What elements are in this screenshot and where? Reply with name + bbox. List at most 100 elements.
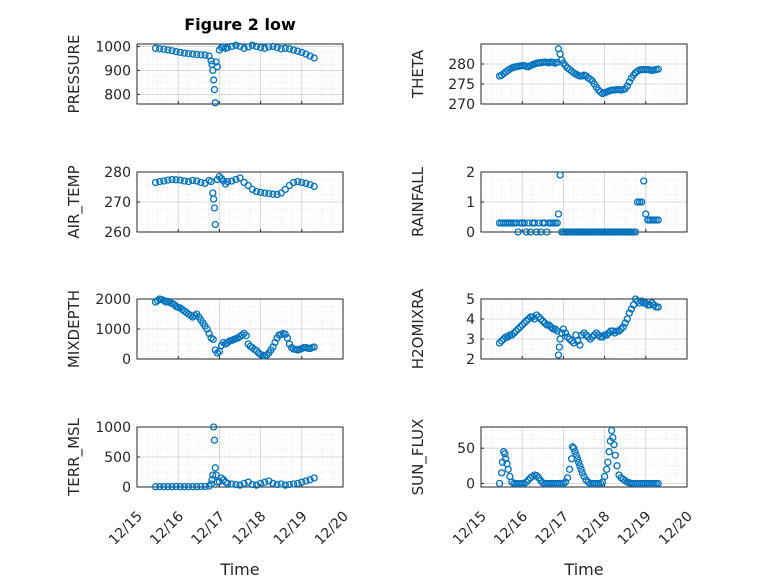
data-point <box>252 481 261 489</box>
x-tick-label: 12/16 <box>147 508 187 548</box>
y-axis-label: RAINFALL <box>409 166 427 237</box>
axes-sun-flux: 0 50 SUN_FLUX 12/15 12/16 12/17 12/18 12/19 12/2… <box>409 419 696 579</box>
axes-h2omixra: 2 3 4 5 H2OMIXRA <box>409 288 688 369</box>
data-point <box>582 331 590 339</box>
data-point <box>537 315 545 323</box>
data-point <box>209 471 217 479</box>
y-tick-label: 1000 <box>95 322 131 338</box>
axes-terr-msl: 0 500 1000 TERR_MSL 12/15 12/16 12/17 12/18 12/1… <box>65 417 352 579</box>
data-point <box>516 323 524 331</box>
data-point <box>500 335 508 343</box>
data-point <box>281 185 289 194</box>
data-point <box>294 47 302 55</box>
data-point <box>223 43 232 52</box>
data-point <box>522 478 530 486</box>
data-point <box>223 177 232 186</box>
data-series <box>495 426 662 488</box>
data-point <box>530 219 539 227</box>
data-point <box>556 171 564 179</box>
x-tick-label: 12/18 <box>574 509 614 549</box>
axes-frame <box>480 426 688 488</box>
data-point <box>252 42 261 51</box>
data-point <box>586 335 594 343</box>
axes-frame <box>480 298 688 360</box>
data-point <box>168 175 176 184</box>
data-point <box>504 465 512 474</box>
data-point <box>600 472 609 481</box>
data-point <box>592 329 601 337</box>
y-tick-label: 2000 <box>95 292 131 308</box>
data-point <box>310 54 318 62</box>
data-point <box>559 325 568 333</box>
data-point <box>532 311 541 319</box>
data-point <box>648 299 656 307</box>
data-point <box>164 483 172 491</box>
data-point <box>532 228 541 236</box>
data-point <box>207 57 215 65</box>
data-point <box>176 176 184 184</box>
data-point <box>558 329 566 337</box>
data-point <box>561 329 570 337</box>
data-point <box>209 335 217 344</box>
data-point <box>501 450 509 458</box>
data-point <box>269 42 277 51</box>
data-point <box>294 177 302 186</box>
data-point <box>625 78 633 86</box>
data-point <box>572 451 580 459</box>
data-point <box>265 189 273 198</box>
data-point <box>164 176 172 184</box>
axes-mixdepth: 0 1000 2000 MIXDEPTH <box>65 290 344 368</box>
data-point <box>252 187 261 196</box>
data-point <box>269 479 277 488</box>
data-point <box>209 66 217 75</box>
y-tick-label: 0 <box>122 352 131 368</box>
data-point <box>306 52 314 60</box>
data-point <box>631 228 640 236</box>
data-point <box>281 330 289 339</box>
data-point <box>193 177 201 185</box>
data-point <box>654 65 662 73</box>
data-point <box>532 472 541 480</box>
x-tick-label: 12/19 <box>615 509 655 549</box>
data-point <box>160 177 168 185</box>
data-point <box>646 301 654 309</box>
data-point <box>551 325 559 333</box>
data-point <box>294 479 302 488</box>
data-point <box>156 177 164 186</box>
data-point <box>502 455 510 463</box>
data-point <box>580 472 588 481</box>
data-point <box>273 480 281 489</box>
data-point <box>570 444 578 452</box>
data-point <box>302 477 310 485</box>
y-tick-label: 0 <box>122 480 131 496</box>
data-point <box>623 82 631 90</box>
data-point <box>240 329 248 338</box>
axes-theta: 270 275 280 THETA <box>409 43 688 113</box>
y-tick-label: 800 <box>104 87 131 103</box>
data-point <box>197 51 205 59</box>
data-point <box>573 455 582 463</box>
data-point <box>228 480 236 488</box>
y-tick-label: 280 <box>104 165 131 181</box>
y-tick-label: 1000 <box>95 39 131 55</box>
data-point <box>201 482 209 491</box>
data-point <box>285 480 294 489</box>
data-point <box>577 465 585 474</box>
data-point <box>210 436 219 444</box>
data-point <box>209 195 218 203</box>
y-axis-label: SUN_FLUX <box>409 419 428 496</box>
data-point <box>156 483 164 491</box>
data-point <box>638 297 646 305</box>
data-point <box>184 49 193 58</box>
data-point <box>621 319 629 327</box>
x-tick-label: 12/16 <box>491 508 531 548</box>
data-point <box>188 50 197 58</box>
data-point <box>512 327 520 335</box>
data-point <box>273 43 281 52</box>
data-point <box>236 481 244 489</box>
data-point <box>554 351 563 359</box>
data-point <box>273 190 281 199</box>
axes-frame <box>136 298 344 360</box>
y-axis-label: AIR_TEMP <box>65 165 84 238</box>
